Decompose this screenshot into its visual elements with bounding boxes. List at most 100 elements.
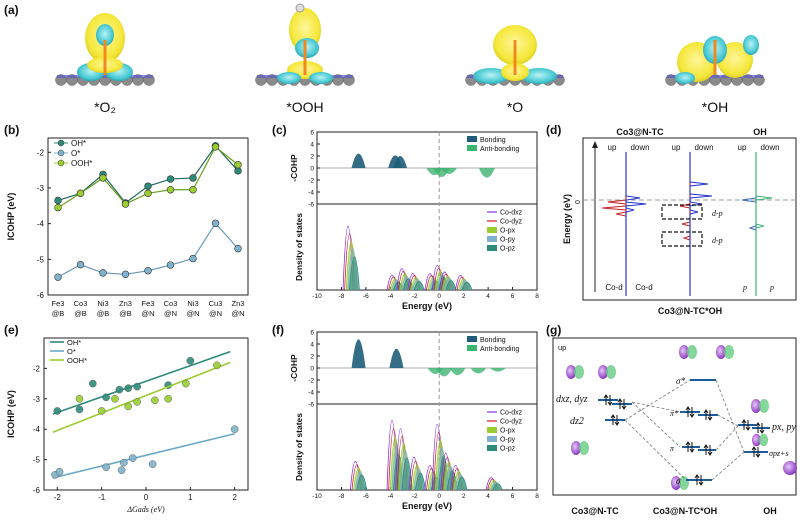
data-point [117, 466, 126, 475]
panel-label-b: (b) [4, 123, 19, 137]
bonding-peak [351, 153, 366, 168]
data-point [133, 382, 141, 391]
plot-frame [47, 137, 249, 296]
legend-swatch [487, 445, 497, 451]
data-point [76, 260, 85, 269]
spin-up-arrow [694, 474, 700, 485]
legend-swatch [467, 136, 477, 142]
x-tick-label: Fe3 @B [52, 299, 65, 318]
y-tick-label: 4 [310, 142, 314, 149]
density-lobe-cyan [295, 38, 319, 58]
orbital-blob [724, 345, 734, 359]
x-tick-label: Zn3 @N [231, 299, 244, 318]
y-tick-label: -6 [37, 291, 45, 300]
y-tick-label: -6 [308, 202, 314, 209]
data-point [189, 174, 197, 182]
bonding-peak [389, 348, 404, 368]
x-tick-label-part: Ni3 [97, 299, 108, 308]
connector [624, 379, 691, 421]
spin-down-arrow [755, 447, 761, 458]
spin-up-arrow [685, 406, 691, 417]
legend-label: O* [67, 347, 76, 356]
connector [711, 451, 745, 481]
x-tick-label-part: Cu3 [209, 299, 223, 308]
x-tick-label: Ni3 @B [97, 299, 110, 318]
data-point [151, 396, 159, 405]
structure-label: *OH [702, 99, 728, 115]
x-tick-label: -6 [363, 293, 369, 300]
legend-label: Co-dxz [500, 210, 523, 217]
pdos-trace [679, 152, 691, 296]
x-tick-label-part: Fe3 [142, 299, 155, 308]
data-point [144, 189, 152, 198]
column-label: down [760, 143, 779, 152]
y-tick-label: 4 [310, 342, 314, 349]
y-tick-label: 0 [310, 366, 314, 373]
column-label: down [630, 143, 649, 152]
y-tick-label: -3 [37, 184, 45, 193]
x-tick-label: 0 [144, 493, 149, 502]
spin-down-arrow [689, 442, 695, 453]
legend-label: OH* [67, 338, 81, 347]
y-tick-label: 0 [310, 166, 314, 173]
x-tick-label: Ni3 @N [186, 299, 199, 318]
pdos-trace [755, 152, 773, 296]
column-label: up [738, 143, 747, 152]
y-axis-label: ICOHP (eV) [6, 193, 16, 241]
adsorbate-bond [103, 40, 107, 75]
legend-label: O* [71, 149, 80, 158]
column-label: up [608, 143, 617, 152]
data-point [166, 186, 175, 194]
y-tick-label: -4 [308, 390, 314, 397]
legend-label: OOH* [71, 159, 92, 168]
spin-up-arrow [703, 444, 709, 455]
legend-label: O-px [500, 428, 516, 435]
chart-c-cohp: -6 -4 -2 0 2 4 6 -10 -8 -6 -4 -2 0 2 4 6 8 Energy (eV) -CO… [289, 130, 539, 312]
legend-label: O-pz [500, 446, 516, 453]
x-tick-label: -2 [412, 293, 418, 300]
data-point [164, 394, 173, 403]
y-axis-label-top: -COHP [289, 154, 299, 182]
legend-label: O-px [500, 228, 516, 235]
legend-swatch [467, 345, 477, 351]
bottom-label: p [769, 283, 774, 292]
data-point [144, 267, 152, 275]
adsorbate-bond [513, 40, 517, 75]
spin-up-arrow [703, 409, 709, 420]
plot-frame [316, 331, 538, 491]
x-tick-label-part: Zn3 [119, 299, 132, 308]
data-point [97, 407, 106, 415]
data-point [119, 458, 128, 467]
structure-label: *O [507, 99, 523, 115]
y-tick-label: 6 [310, 130, 314, 137]
dos-peak [349, 256, 360, 291]
density-lobe-cyan [521, 68, 557, 84]
orbital-blob [687, 345, 697, 359]
dp-box [661, 231, 703, 247]
structure-label: *O₂ [94, 99, 116, 115]
data-point [189, 254, 197, 263]
x-tick-label: Zn3 @B [119, 299, 132, 318]
panel-frame [552, 337, 797, 496]
density-lobe-cyan [309, 72, 333, 84]
orbital-blob [579, 441, 589, 455]
structure-3: *OH [665, 35, 765, 115]
data-point [115, 385, 124, 394]
x-tick-label: -1 [98, 493, 106, 502]
data-point [121, 270, 130, 279]
dos-peak [456, 476, 468, 491]
x-tick-label: 0 [437, 293, 441, 300]
density-lobe-cyan [675, 72, 695, 84]
spin-down-arrow [759, 423, 765, 434]
adsorbate-bond [303, 40, 307, 75]
orbital-blob [671, 476, 681, 490]
density-lobe-cyan [277, 72, 301, 84]
legend-swatch [487, 236, 497, 242]
x-tick-label-part: Ni3 [187, 299, 198, 308]
data-point [230, 425, 239, 434]
x-tick-label-part: @N [209, 309, 222, 318]
data-point [88, 379, 97, 388]
y-axis-label-bottom: Density of states [294, 413, 304, 481]
x-tick-label: 2 [462, 293, 466, 300]
y-axis-label: Energy (eV) [562, 194, 572, 244]
